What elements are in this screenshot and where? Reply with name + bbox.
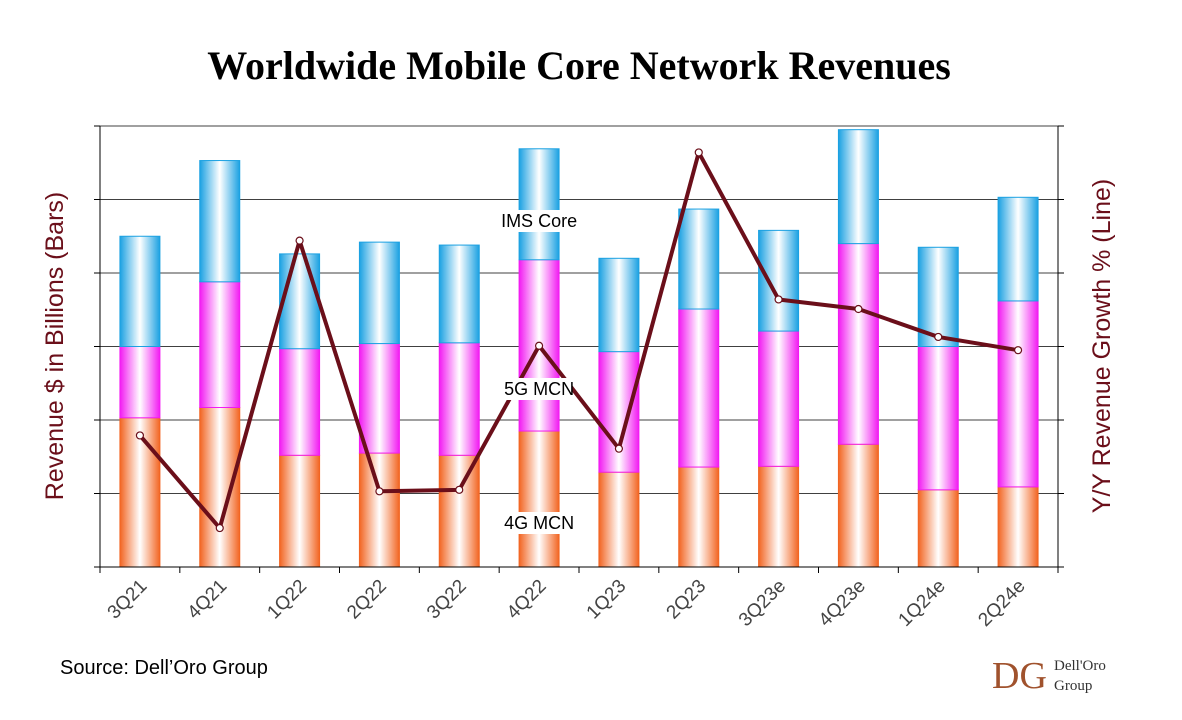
bar-5g-mcn: [279, 348, 321, 456]
bar-4g-mcn: [518, 430, 560, 568]
bar-4g-mcn: [997, 486, 1039, 568]
bar-4g-mcn: [758, 465, 800, 568]
bar-ims-core: [837, 129, 879, 245]
segment-label-bg: [496, 210, 583, 232]
x-tick-label: 4Q22: [503, 576, 551, 624]
bar-ims-core: [199, 160, 241, 283]
bar-4g-mcn: [199, 407, 241, 568]
bar-ims-core: [598, 257, 640, 353]
segment-label-bg: [506, 512, 573, 534]
bar-5g-mcn: [199, 281, 241, 409]
bar-ims-core: [518, 148, 560, 261]
growth-point: [295, 236, 304, 245]
bar-ims-core: [279, 253, 321, 350]
x-tick-label: 2Q23: [663, 576, 711, 624]
x-tick-label: 1Q24e: [895, 576, 950, 631]
growth-point: [774, 295, 783, 304]
segment-labels: IMS Core 5G MCN 4G MCN: [496, 210, 583, 534]
bar-5g-mcn: [758, 330, 800, 467]
growth-point: [934, 332, 943, 342]
segment-label: 4G MCN: [504, 513, 574, 533]
growth-point: [854, 304, 863, 314]
growth-point: [534, 341, 544, 350]
x-tick-label: 3Q23e: [735, 576, 790, 631]
x-tick-label: 4Q23e: [815, 576, 870, 631]
growth-point: [614, 444, 624, 453]
growth-point: [375, 487, 384, 496]
bar-4g-mcn: [598, 471, 640, 568]
segment-label: IMS Core: [501, 211, 577, 231]
delloro-logo: DG Dell'Oro Group: [992, 655, 1106, 697]
bar-5g-mcn: [518, 259, 560, 432]
bar-5g-mcn: [358, 343, 400, 454]
logo-line1: Dell'Oro: [1054, 658, 1106, 674]
bar-4g-mcn: [358, 452, 400, 568]
bar-5g-mcn: [438, 342, 480, 456]
bar-4g-mcn: [917, 489, 959, 568]
bar-ims-core: [119, 235, 161, 347]
logo-monogram: DG: [992, 655, 1047, 697]
bar-ims-core: [358, 241, 400, 345]
x-tick-label: 3Q22: [423, 576, 471, 624]
bar-5g-mcn: [837, 243, 879, 445]
bar-5g-mcn: [119, 346, 161, 419]
bar-4g-mcn: [837, 443, 879, 568]
x-tick-label: 2Q22: [343, 576, 391, 624]
x-tick-label: 2Q24e: [974, 576, 1029, 631]
x-tick-label: 3Q21: [104, 576, 152, 624]
bar-5g-mcn: [678, 308, 720, 468]
bar-4g-mcn: [678, 466, 720, 568]
bar-ims-core: [758, 229, 800, 332]
bar-ims-core: [997, 196, 1039, 302]
growth-point: [455, 485, 464, 494]
bar-4g-mcn: [279, 454, 321, 568]
growth-point: [1013, 346, 1023, 355]
growth-point: [135, 431, 145, 440]
growth-point: [215, 523, 224, 533]
gridlines: [100, 125, 1058, 494]
bar-ims-core: [438, 244, 480, 344]
bar-5g-mcn: [598, 351, 640, 473]
bar-ims-core: [678, 208, 720, 310]
bars: [119, 129, 1039, 568]
y2-axis-title: Y/Y Revenue Growth % (Line): [1088, 179, 1116, 513]
logo-line2: Group: [1054, 678, 1092, 694]
bar-5g-mcn: [917, 346, 959, 491]
source-note: Source: Dell’Oro Group: [60, 657, 268, 679]
growth-point: [694, 148, 703, 157]
x-tick-label: 1Q22: [263, 576, 311, 624]
x-tick-label: 1Q23: [583, 576, 631, 624]
growth-line-path: [138, 150, 1019, 531]
bar-5g-mcn: [997, 300, 1039, 488]
bar-ims-core: [917, 246, 959, 347]
segment-label: 5G MCN: [504, 379, 574, 399]
growth-line: [135, 148, 1023, 533]
bar-4g-mcn: [119, 417, 161, 568]
x-tick-label: 4Q21: [184, 576, 232, 624]
y-axis-title: Revenue $ in Billions (Bars): [41, 192, 69, 500]
segment-label-bg: [506, 378, 573, 400]
bar-4g-mcn: [438, 454, 480, 568]
chart-title: Worldwide Mobile Core Network Revenues: [207, 43, 951, 88]
